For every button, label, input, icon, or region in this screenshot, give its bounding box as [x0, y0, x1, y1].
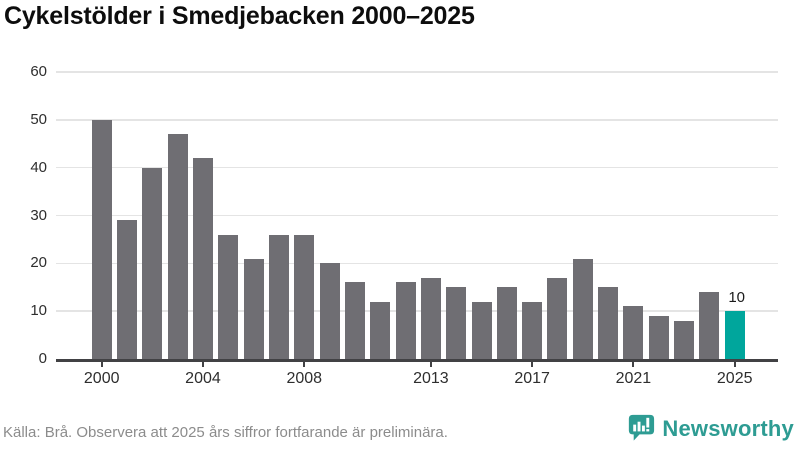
bar-2011: [370, 301, 391, 359]
y-axis-label-20: 20: [30, 254, 47, 272]
x-axis-label-2008: 2008: [286, 370, 323, 387]
gridline-20: [56, 262, 778, 265]
y-axis-label-30: 30: [30, 206, 47, 224]
x-axis-label-2017: 2017: [514, 370, 550, 387]
footer: Källa: Brå. Observera att 2025 års siffr…: [0, 406, 800, 450]
bar-2024: [699, 292, 720, 359]
bar-2007: [268, 234, 289, 359]
logo-wordmark: Newsworthy: [662, 415, 794, 441]
bar-2025: [724, 311, 745, 359]
bar-2010: [344, 282, 365, 359]
bar-2019: [572, 258, 593, 359]
bar-2003: [167, 134, 188, 359]
bar-2018: [547, 277, 568, 359]
bar-2013: [420, 277, 441, 359]
bar-2016: [496, 287, 517, 359]
bar-2002: [142, 167, 163, 359]
y-axis-label-50: 50: [30, 110, 47, 128]
x-tick-2004: [201, 361, 204, 367]
bar-2005: [218, 234, 239, 359]
bar-2001: [117, 220, 138, 359]
bar-2015: [471, 301, 492, 359]
bar-2017: [522, 301, 543, 359]
bar-2023: [674, 320, 695, 359]
gridline-40: [56, 166, 778, 169]
bar-2000: [91, 119, 112, 359]
x-tick-2025: [733, 361, 736, 367]
bar-2022: [648, 315, 669, 359]
gridline-60: [56, 71, 778, 73]
bar-2008: [294, 234, 315, 359]
bar-2020: [598, 287, 619, 359]
x-axis-label-2013: 2013: [413, 370, 449, 387]
y-axis-label-40: 40: [30, 158, 47, 176]
x-axis-label-2000: 2000: [83, 370, 120, 387]
bar-2006: [243, 258, 264, 359]
y-axis-label-10: 10: [30, 302, 47, 320]
highlight-value-label: 10: [728, 289, 746, 307]
x-tick-2013: [429, 361, 432, 367]
bar-2014: [446, 287, 467, 359]
bar-2004: [192, 158, 213, 359]
newsworthy-logo: Newsworthy: [624, 412, 794, 445]
y-axis-label-0: 0: [38, 350, 47, 367]
x-axis-line: [56, 359, 778, 362]
x-tick-2017: [531, 361, 534, 367]
x-axis-label-2021: 2021: [615, 370, 652, 387]
x-tick-2000: [100, 361, 103, 367]
x-axis-label-2025: 2025: [716, 370, 753, 387]
bar-2012: [395, 282, 416, 359]
bar-2009: [319, 263, 340, 359]
gridline-30: [56, 214, 778, 217]
x-tick-2008: [303, 361, 306, 367]
x-tick-2021: [632, 361, 635, 367]
bar-2021: [623, 306, 644, 359]
bar-chart-speech-bubble-icon: [624, 412, 657, 445]
source-note: Källa: Brå. Observera att 2025 års siffr…: [3, 424, 448, 441]
x-axis-label-2004: 2004: [185, 370, 221, 387]
y-axis-label-60: 60: [30, 63, 47, 80]
gridline-10: [56, 310, 778, 312]
gridline-50: [56, 119, 778, 121]
chart-title: Cykelstölder i Smedjebacken 2000–2025: [4, 2, 475, 30]
